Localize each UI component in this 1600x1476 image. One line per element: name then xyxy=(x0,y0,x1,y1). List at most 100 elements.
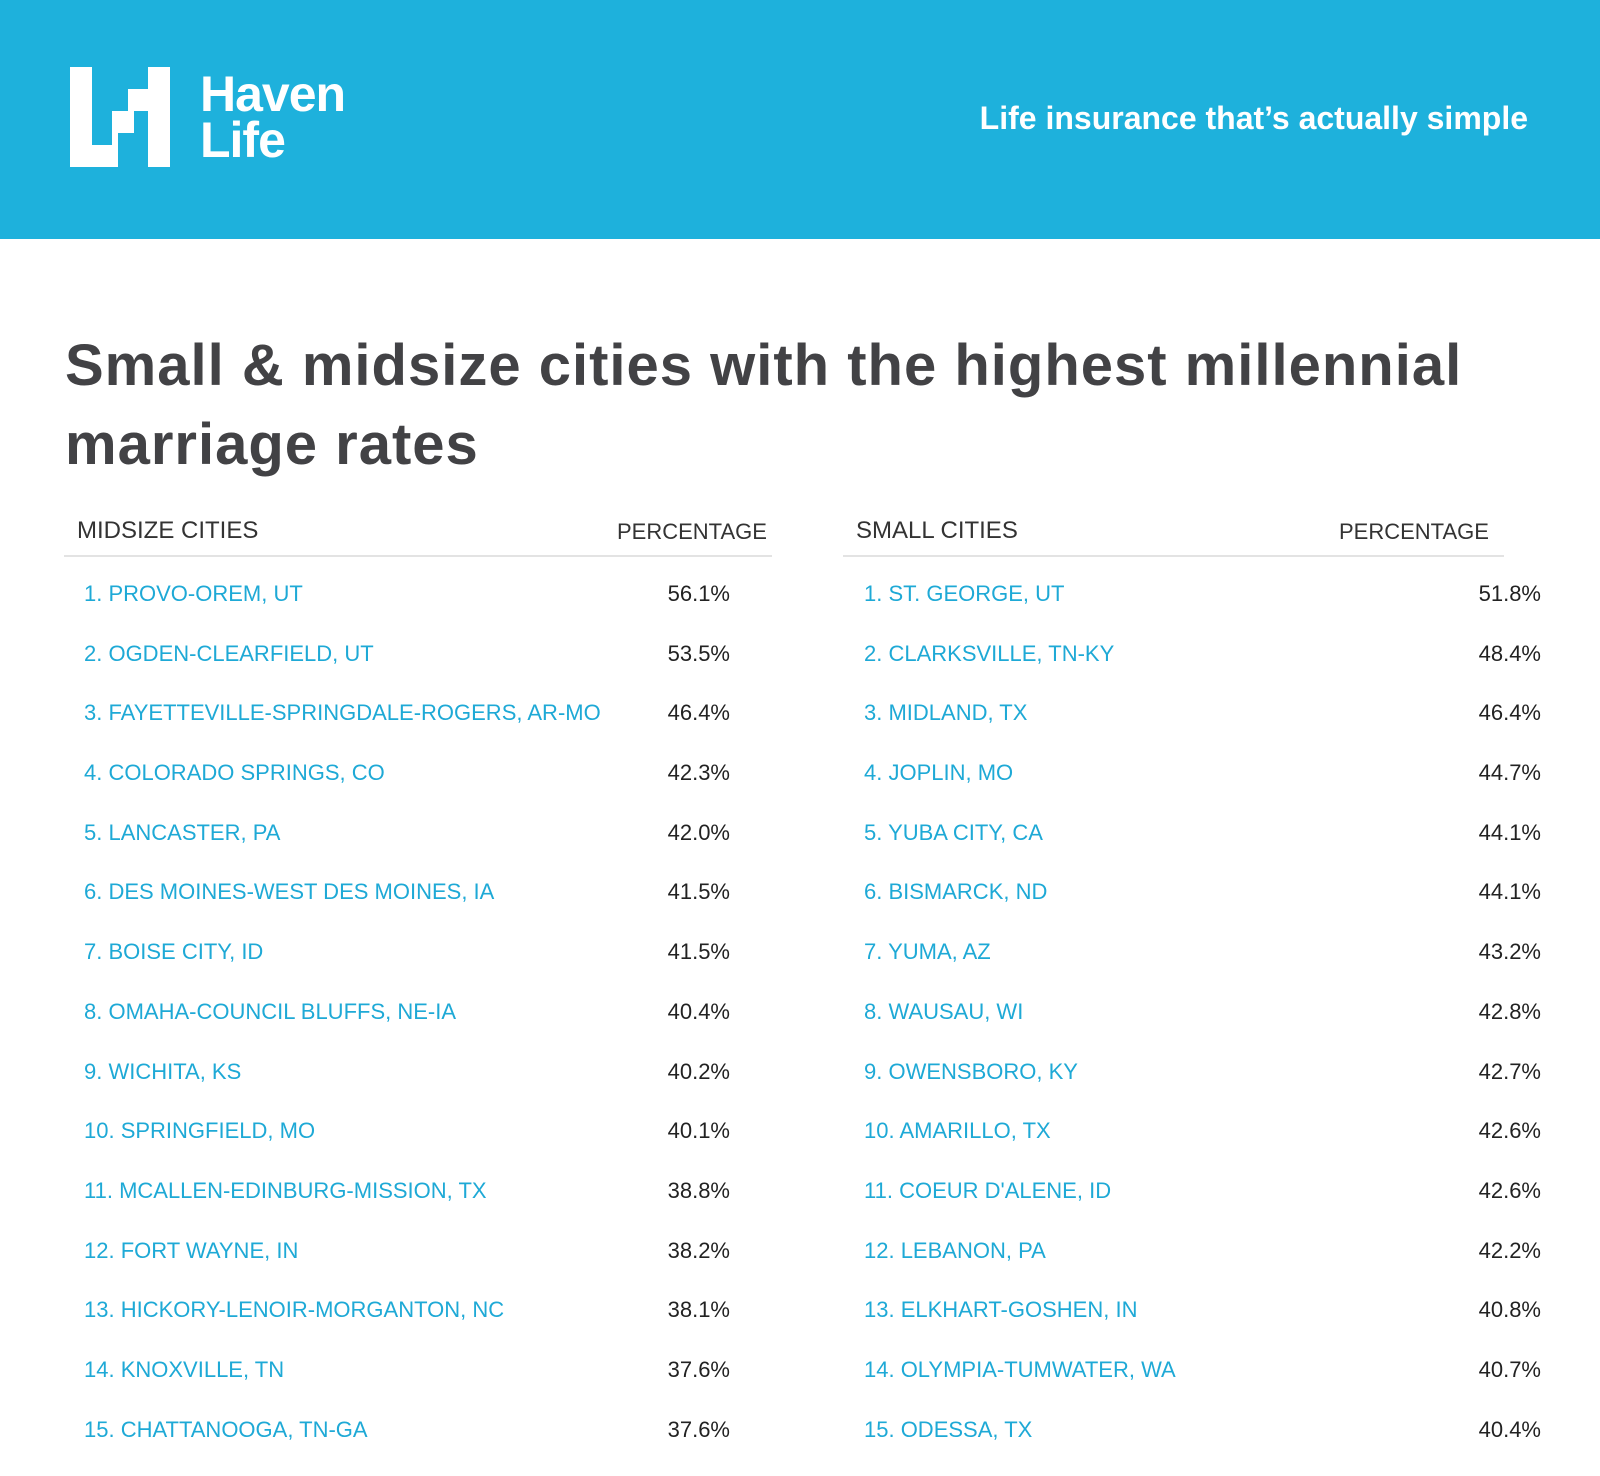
city-link[interactable]: 3. FAYETTEVILLE-SPRINGDALE-ROGERS, AR-MO xyxy=(84,700,601,726)
table-row: 8. OMAHA-COUNCIL BLUFFS, NE-IA 40.4% xyxy=(64,983,772,1043)
table-row: 5. YUBA CITY, CA 44.1% xyxy=(843,804,1541,864)
logo-wordmark: Haven Life xyxy=(200,66,346,168)
city-link[interactable]: 11. COEUR D'ALENE, ID xyxy=(864,1177,1112,1203)
percentage-value: 42.7% xyxy=(1478,1058,1541,1084)
percentage-value: 56.1% xyxy=(667,581,730,606)
percentage-value: 40.2% xyxy=(667,1058,730,1084)
column-header-percentage: PERCENTAGE xyxy=(1339,519,1489,544)
table-row: 6. BISMARCK, ND 44.1% xyxy=(843,863,1541,923)
table-row: 4. COLORADO SPRINGS, CO 42.3% xyxy=(64,744,772,804)
city-link[interactable]: 8. OMAHA-COUNCIL BLUFFS, NE-IA xyxy=(84,998,457,1024)
city-link[interactable]: 14. OLYMPIA-TUMWATER, WA xyxy=(864,1356,1176,1382)
table-row: 14. OLYMPIA-TUMWATER, WA 40.7% xyxy=(843,1341,1541,1401)
city-link[interactable]: 9. OWENSBORO, KY xyxy=(864,1058,1078,1084)
percentage-value: 38.2% xyxy=(667,1237,730,1263)
table-header: MIDSIZE CITIES PERCENTAGE xyxy=(64,510,772,557)
percentage-value: 41.5% xyxy=(667,939,730,965)
table-row: 13. HICKORY-LENOIR-MORGANTON, NC 38.1% xyxy=(64,1281,772,1341)
table-body: 1. PROVO-OREM, UT 56.1% 2. OGDEN-CLEARFIEL… xyxy=(64,557,772,1460)
city-link[interactable]: 5. YUBA CITY, CA xyxy=(864,819,1043,845)
percentage-value: 38.8% xyxy=(667,1177,730,1203)
city-link[interactable]: 7. YUMA, AZ xyxy=(864,939,991,965)
percentage-value: 43.2% xyxy=(1478,939,1541,965)
table-body: 1. ST. GEORGE, UT 51.8% 2. CLARKSVILLE, TN… xyxy=(843,557,1541,1460)
percentage-value: 37.6% xyxy=(667,1416,730,1442)
percentage-value: 41.5% xyxy=(667,879,730,905)
city-link[interactable]: 3. MIDLAND, TX xyxy=(864,700,1028,726)
city-link[interactable]: 6. BISMARCK, ND xyxy=(864,879,1048,905)
table-row: 4. JOPLIN, MO 44.7% xyxy=(843,744,1541,804)
percentage-value: 51.8% xyxy=(1478,581,1541,606)
page-title: Small & midsize cities with the highest … xyxy=(65,333,1463,477)
percentage-value: 42.6% xyxy=(1478,1177,1541,1203)
table-row: 6. DES MOINES-WEST DES MOINES, IA 41.5% xyxy=(64,863,772,923)
city-link[interactable]: 13. HICKORY-LENOIR-MORGANTON, NC xyxy=(84,1297,505,1323)
table-row: 13. ELKHART-GOSHEN, IN 40.8% xyxy=(843,1281,1541,1341)
city-link[interactable]: 2. OGDEN-CLEARFIELD, UT xyxy=(84,640,374,666)
table-row: 1. PROVO-OREM, UT 56.1% xyxy=(64,565,772,625)
percentage-value: 40.4% xyxy=(1478,1416,1541,1442)
city-link[interactable]: 14. KNOXVILLE, TN xyxy=(84,1356,285,1382)
city-link[interactable]: 15. CHATTANOOGA, TN-GA xyxy=(84,1416,368,1442)
city-link[interactable]: 11. MCALLEN-EDINBURG-MISSION, TX xyxy=(84,1177,487,1203)
city-link[interactable]: 12. LEBANON, PA xyxy=(864,1237,1046,1263)
city-link[interactable]: 13. ELKHART-GOSHEN, IN xyxy=(864,1297,1138,1323)
city-link[interactable]: 4. JOPLIN, MO xyxy=(864,760,1014,786)
table-row: 14. KNOXVILLE, TN 37.6% xyxy=(64,1341,772,1401)
table-row: 15. CHATTANOOGA, TN-GA 37.6% xyxy=(64,1401,772,1461)
city-link[interactable]: 10. SPRINGFIELD, MO xyxy=(84,1118,316,1144)
city-link[interactable]: 6. DES MOINES-WEST DES MOINES, IA xyxy=(84,879,495,905)
table-row: 7. BOISE CITY, ID 41.5% xyxy=(64,923,772,983)
city-link[interactable]: 15. ODESSA, TX xyxy=(864,1416,1033,1442)
logo-line-1: Haven xyxy=(200,66,346,122)
small-cities-table: SMALL CITIES PERCENTAGE 1. ST. GEORGE, U… xyxy=(843,510,1541,1460)
haven-life-logo-mark-icon xyxy=(70,67,170,167)
table-row: 10. SPRINGFIELD, MO 40.1% xyxy=(64,1102,772,1162)
percentage-value: 42.6% xyxy=(1478,1118,1541,1144)
table-row: 3. FAYETTEVILLE-SPRINGDALE-ROGERS, AR-MO… xyxy=(64,684,772,744)
table-row: 7. YUMA, AZ 43.2% xyxy=(843,923,1541,983)
city-link[interactable]: 8. WAUSAU, WI xyxy=(864,998,1024,1024)
midsize-cities-table: MIDSIZE CITIES PERCENTAGE 1. PROVO-OREM,… xyxy=(64,510,772,1460)
percentage-value: 46.4% xyxy=(667,700,730,726)
percentage-value: 46.4% xyxy=(1478,700,1541,726)
percentage-value: 40.7% xyxy=(1478,1356,1541,1382)
percentage-value: 48.4% xyxy=(1478,640,1541,666)
percentage-value: 40.4% xyxy=(667,998,730,1024)
table-row: 3. MIDLAND, TX 46.4% xyxy=(843,684,1541,744)
percentage-value: 38.1% xyxy=(667,1297,730,1323)
percentage-value: 42.0% xyxy=(667,819,730,845)
city-link[interactable]: 5. LANCASTER, PA xyxy=(84,819,281,845)
table-row: 11. MCALLEN-EDINBURG-MISSION, TX 38.8% xyxy=(64,1162,772,1222)
percentage-value: 37.6% xyxy=(667,1356,730,1382)
table-row: 9. WICHITA, KS 40.2% xyxy=(64,1043,772,1103)
city-link[interactable]: 1. ST. GEORGE, UT xyxy=(864,581,1065,606)
table-row: 2. OGDEN-CLEARFIELD, UT 53.5% xyxy=(64,625,772,685)
column-header-cities: MIDSIZE CITIES xyxy=(77,517,259,544)
logo-line-2: Life xyxy=(200,112,286,168)
table-row: 1. ST. GEORGE, UT 51.8% xyxy=(843,565,1541,625)
percentage-value: 44.7% xyxy=(1478,760,1541,786)
table-row: 5. LANCASTER, PA 42.0% xyxy=(64,804,772,864)
column-header-cities: SMALL CITIES xyxy=(856,517,1018,544)
city-link[interactable]: 12. FORT WAYNE, IN xyxy=(84,1237,299,1263)
city-link[interactable]: 10. AMARILLO, TX xyxy=(864,1118,1051,1144)
percentage-value: 40.8% xyxy=(1478,1297,1541,1323)
table-row: 12. LEBANON, PA 42.2% xyxy=(843,1222,1541,1282)
percentage-value: 44.1% xyxy=(1478,879,1541,905)
city-link[interactable]: 4. COLORADO SPRINGS, CO xyxy=(84,760,385,786)
table-row: 12. FORT WAYNE, IN 38.2% xyxy=(64,1222,772,1282)
city-link[interactable]: 1. PROVO-OREM, UT xyxy=(84,581,303,606)
table-header: SMALL CITIES PERCENTAGE xyxy=(843,510,1504,557)
city-link[interactable]: 9. WICHITA, KS xyxy=(84,1058,242,1084)
table-row: 10. AMARILLO, TX 42.6% xyxy=(843,1102,1541,1162)
column-header-percentage: PERCENTAGE xyxy=(617,519,767,544)
table-row: 8. WAUSAU, WI 42.8% xyxy=(843,983,1541,1043)
haven-life-logo[interactable]: Haven Life xyxy=(70,66,346,168)
percentage-value: 42.3% xyxy=(667,760,730,786)
city-link[interactable]: 7. BOISE CITY, ID xyxy=(84,939,264,965)
city-link[interactable]: 2. CLARKSVILLE, TN-KY xyxy=(864,640,1115,666)
percentage-value: 40.1% xyxy=(667,1118,730,1144)
percentage-value: 53.5% xyxy=(667,640,730,666)
table-row: 11. COEUR D'ALENE, ID 42.6% xyxy=(843,1162,1541,1222)
